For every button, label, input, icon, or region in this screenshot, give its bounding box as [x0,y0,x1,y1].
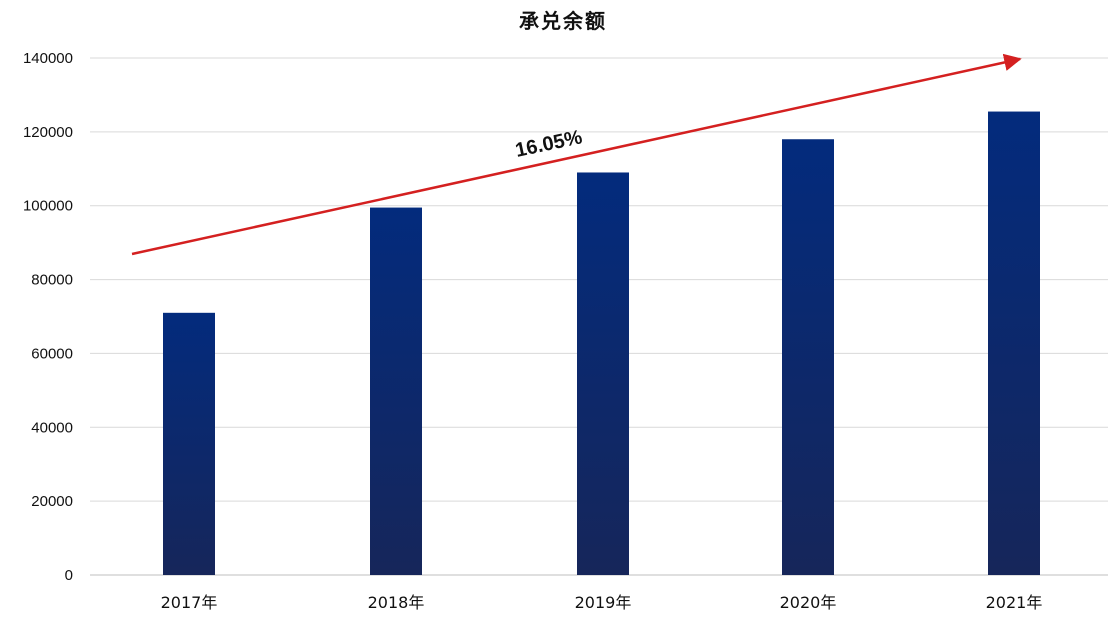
bar-2019年 [577,172,629,575]
y-tick-label: 120000 [23,124,73,141]
x-tick-label: 2018年 [368,593,425,612]
y-tick-label: 100000 [23,198,73,215]
x-axis-ticks: 2017年 2018年 2019年 2020年 2021年 [161,593,1043,612]
x-tick-label: 2020年 [780,593,837,612]
y-tick-label: 60000 [31,345,73,362]
bar-2021年 [988,111,1040,576]
bars [163,111,1040,576]
bar-2017年 [163,312,215,575]
x-tick-label: 2017年 [161,593,218,612]
x-tick-label: 2021年 [986,593,1043,612]
bar-2018年 [370,207,422,575]
y-axis-ticks: 0 20000 40000 60000 80000 100000 120000 140000 [23,50,73,584]
bar-2020年 [782,139,834,575]
trend-arrow [131,53,1022,256]
y-tick-label: 20000 [31,493,73,510]
y-tick-label: 0 [65,567,73,584]
y-tick-label: 80000 [31,272,73,289]
x-tick-label: 2019年 [575,593,632,612]
y-tick-label: 40000 [31,419,73,436]
y-tick-label: 140000 [23,50,73,67]
chart-title: 承兑余额 [519,9,607,33]
